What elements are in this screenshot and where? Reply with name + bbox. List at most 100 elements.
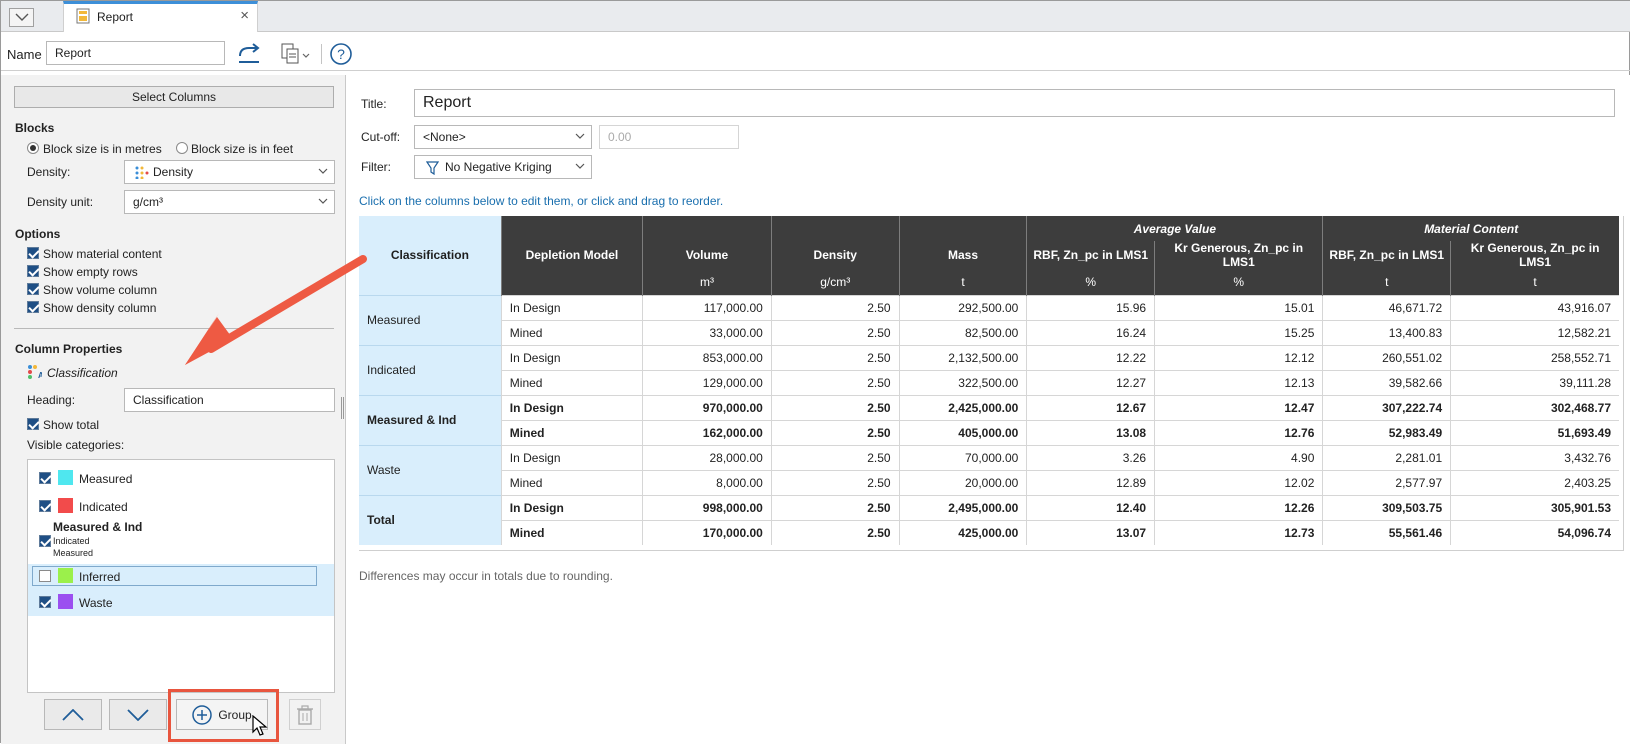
value-cell: 2.50 — [770, 369, 900, 395]
category-row-measured[interactable]: Measured — [28, 466, 334, 490]
value-cell: 260,551.02 — [1322, 344, 1451, 370]
category-row-inferred[interactable]: Inferred — [32, 566, 317, 586]
heading-input[interactable]: Classification — [124, 388, 335, 412]
value-cell: 12.22 — [1026, 344, 1155, 370]
column-header-avg-kr[interactable]: Kr Generous, Zn_pc in LMS1 — [1154, 241, 1323, 269]
group-button[interactable]: Group — [176, 699, 268, 730]
density-unit-select[interactable]: g/cm³ — [124, 190, 335, 214]
value-cell: 2,132,500.00 — [898, 344, 1027, 370]
density-select[interactable]: Density — [124, 160, 335, 184]
value-cell: 2.50 — [770, 519, 900, 545]
annotation-arrow-icon — [185, 255, 367, 365]
table-row: Mined 8,000.00 2.50 20,000.00 12.89 12.02 2,57… — [359, 469, 1619, 495]
category-label: Indicated — [79, 500, 128, 514]
column-header-mc-rbf[interactable]: RBF, Zn_pc in LMS1 — [1322, 241, 1451, 269]
cutoff-select[interactable]: <None> — [414, 125, 592, 149]
column-header-density[interactable]: Density — [770, 241, 900, 269]
value-cell: 12.02 — [1154, 469, 1323, 495]
unit-density: g/cm³ — [770, 269, 900, 295]
category-row-waste[interactable]: Waste — [28, 590, 334, 614]
options-heading: Options — [15, 227, 61, 241]
trash-icon — [297, 704, 313, 725]
show-density-column-checkbox[interactable] — [27, 301, 39, 313]
table-row: Mined 129,000.00 2.50 322,500.00 12.27 12.13 3… — [359, 369, 1619, 395]
radio-feet-label: Block size is in feet — [191, 142, 294, 156]
value-cell: 12,582.21 — [1450, 319, 1619, 345]
filter-icon — [426, 161, 439, 175]
group-label: Measured & Ind — [53, 520, 143, 534]
depletion-model-cell: Mined — [500, 519, 643, 545]
depletion-model-cell: Mined — [500, 369, 643, 395]
value-cell: 15.01 — [1154, 294, 1323, 320]
column-header-classification[interactable]: Classification — [359, 216, 502, 295]
column-header-volume[interactable]: Volume — [642, 241, 772, 269]
category-checkbox[interactable] — [39, 472, 51, 484]
filter-select[interactable]: No Negative Kriging — [414, 155, 592, 179]
value-cell: 2.50 — [770, 319, 900, 345]
value-cell: 52,983.49 — [1322, 419, 1451, 445]
category-checkbox[interactable] — [39, 500, 51, 512]
report-table-body: Measured In Design 117,000.00 2.50 292,500.0… — [359, 294, 1619, 545]
help-icon[interactable]: ? — [329, 42, 353, 69]
category-checkbox[interactable] — [39, 535, 51, 547]
plus-circle-icon — [192, 704, 213, 725]
tab-menu-button[interactable] — [9, 8, 34, 27]
group-header-average-value[interactable]: Average Value — [1026, 216, 1323, 241]
column-header-avg-rbf[interactable]: RBF, Zn_pc in LMS1 — [1026, 241, 1155, 269]
value-cell: 2,577.97 — [1322, 469, 1451, 495]
category-row-measured-ind-group[interactable]: Measured & Ind Indicated Measured — [28, 520, 334, 562]
show-material-content-checkbox[interactable] — [27, 247, 39, 259]
density-label: Density: — [27, 165, 71, 179]
title-label: Title: — [361, 97, 387, 111]
blocks-heading: Blocks — [15, 121, 55, 135]
tab-report[interactable]: Report × — [63, 1, 258, 32]
heading-label: Heading: — [27, 393, 76, 407]
column-header-depletion-model[interactable]: Depletion Model — [500, 216, 643, 295]
copy-dropdown-icon[interactable] — [279, 42, 313, 69]
value-cell: 998,000.00 — [642, 494, 772, 520]
splitter-handle[interactable] — [341, 397, 344, 419]
title-input[interactable]: Report — [414, 89, 1615, 117]
close-icon[interactable]: × — [240, 7, 249, 24]
classification-cell: Measured — [359, 294, 502, 345]
color-swatch — [58, 568, 73, 583]
column-header-mc-kr[interactable]: Kr Generous, Zn_pc in LMS1 — [1450, 241, 1619, 269]
select-columns-button[interactable]: Select Columns — [14, 86, 334, 108]
value-cell: 309,503.75 — [1322, 494, 1451, 520]
value-cell: 12.27 — [1026, 369, 1155, 395]
column-properties-heading: Column Properties — [15, 342, 123, 356]
category-checkbox[interactable] — [39, 570, 51, 582]
radio-metres[interactable] — [27, 142, 39, 154]
value-cell: 13.07 — [1026, 519, 1155, 545]
value-cell: 43,916.07 — [1450, 294, 1619, 320]
name-input[interactable]: Report — [46, 41, 225, 65]
category-checkbox[interactable] — [39, 596, 51, 608]
table-row: Mined 170,000.00 2.50 425,000.00 13.07 12.73 5… — [359, 519, 1619, 545]
move-down-button[interactable] — [109, 699, 167, 730]
group-header-material-content[interactable]: Material Content — [1322, 216, 1619, 241]
column-header-mass[interactable]: Mass — [898, 241, 1027, 269]
show-volume-column-checkbox[interactable] — [27, 283, 39, 295]
value-cell: 54,096.74 — [1450, 519, 1619, 545]
export-icon[interactable] — [237, 42, 263, 69]
delete-button[interactable] — [289, 699, 321, 730]
show-empty-rows-checkbox[interactable] — [27, 265, 39, 277]
value-cell: 12.89 — [1026, 469, 1155, 495]
show-total-checkbox[interactable] — [27, 418, 39, 430]
value-cell: 39,582.66 — [1322, 369, 1451, 395]
depletion-model-cell: In Design — [500, 494, 643, 520]
value-cell: 12.26 — [1154, 494, 1323, 520]
radio-feet[interactable] — [176, 142, 188, 154]
move-up-button[interactable] — [44, 699, 102, 730]
table-row: Waste In Design 28,000.00 2.50 70,000.00 3.26… — [359, 444, 1619, 495]
value-cell: 307,222.74 — [1322, 394, 1451, 420]
color-swatch — [58, 594, 73, 609]
value-cell: 39,111.28 — [1450, 369, 1619, 395]
value-cell: 2,403.25 — [1450, 469, 1619, 495]
value-cell: 16.24 — [1026, 319, 1155, 345]
filter-select-value: No Negative Kriging — [445, 160, 552, 174]
cutoff-number-input[interactable]: 0.00 — [599, 125, 739, 149]
category-row-indicated[interactable]: Indicated — [28, 494, 334, 518]
chevron-up-icon — [62, 708, 84, 721]
value-cell: 33,000.00 — [642, 319, 772, 345]
